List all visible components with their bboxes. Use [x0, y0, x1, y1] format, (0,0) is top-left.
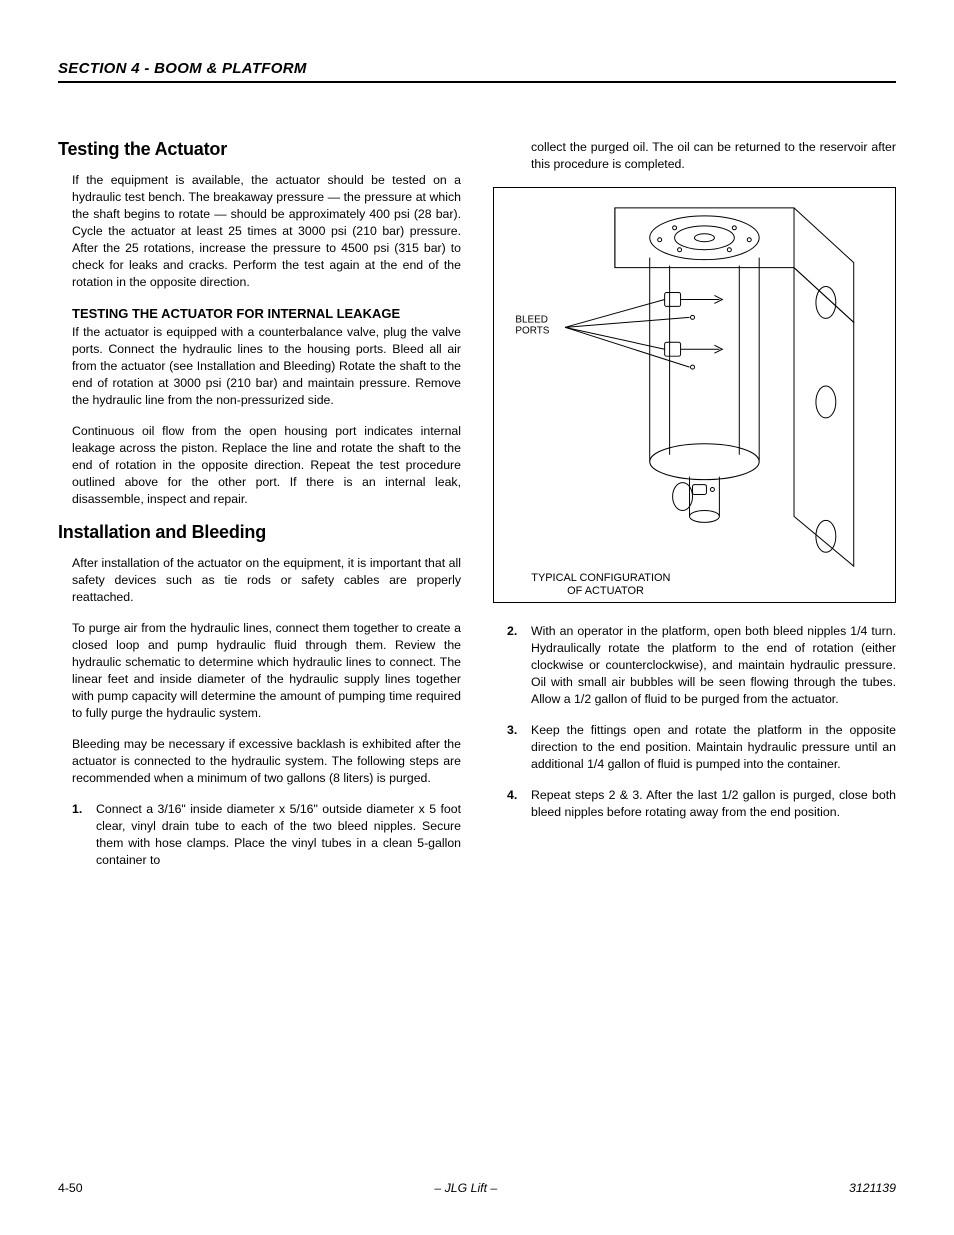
- para-install-1: After installation of the actuator on th…: [58, 555, 461, 606]
- footer-center: – JLG Lift –: [434, 1181, 497, 1195]
- para-leakage-2: Continuous oil flow from the open housin…: [58, 423, 461, 508]
- step-3: Keep the fittings open and rotate the pl…: [507, 722, 896, 773]
- steps-list-right: With an operator in the platform, open b…: [493, 623, 896, 821]
- fig-label-bleed-line1: BLEED: [515, 314, 548, 325]
- para-leakage-1: If the actuator is equipped with a count…: [58, 324, 461, 409]
- section-header: SECTION 4 - BOOM & PLATFORM: [58, 60, 896, 83]
- heading-testing-actuator: Testing the Actuator: [58, 139, 461, 160]
- para-install-3: Bleeding may be necessary if excessive b…: [58, 736, 461, 787]
- step-4: Repeat steps 2 & 3. After the last 1/2 g…: [507, 787, 896, 821]
- right-column: collect the purged oil. The oil can be r…: [493, 139, 896, 883]
- two-column-layout: Testing the Actuator If the equipment is…: [58, 139, 896, 883]
- fig-label-typical-line2: OF ACTUATOR: [567, 585, 644, 597]
- heading-installation-bleeding: Installation and Bleeding: [58, 522, 461, 543]
- page-footer: 4-50 – JLG Lift – 3121139: [58, 1181, 896, 1195]
- fig-label-typical-line1: TYPICAL CONFIGURATION: [531, 572, 670, 584]
- steps-list-left: Connect a 3/16" inside diameter x 5/16" …: [58, 801, 461, 869]
- step-1: Connect a 3/16" inside diameter x 5/16" …: [72, 801, 461, 869]
- actuator-figure: BLEED PORTS TYPICAL CONFIGURATION OF ACT…: [493, 187, 896, 603]
- footer-doc-number: 3121139: [849, 1181, 896, 1195]
- para-step1-continuation: collect the purged oil. The oil can be r…: [493, 139, 896, 173]
- actuator-diagram-svg: BLEED PORTS TYPICAL CONFIGURATION OF ACT…: [494, 188, 895, 602]
- fig-label-bleed-line2: PORTS: [515, 325, 549, 336]
- footer-page-number: 4-50: [58, 1181, 83, 1195]
- subheading-internal-leakage: TESTING THE ACTUATOR FOR INTERNAL LEAKAG…: [58, 305, 461, 323]
- step-2: With an operator in the platform, open b…: [507, 623, 896, 708]
- left-column: Testing the Actuator If the equipment is…: [58, 139, 461, 883]
- para-install-2: To purge air from the hydraulic lines, c…: [58, 620, 461, 722]
- para-testing-intro: If the equipment is available, the actua…: [58, 172, 461, 291]
